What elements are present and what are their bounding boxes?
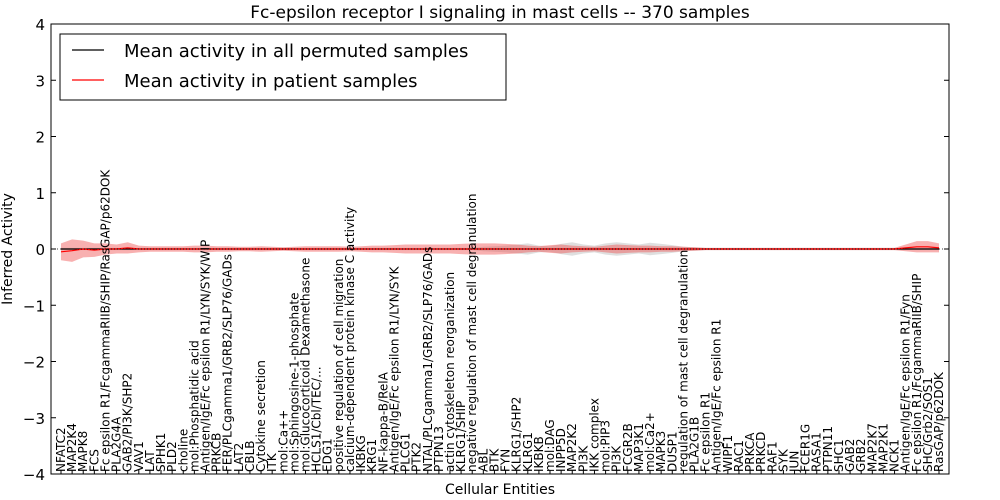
x-tick-label: positive regulation of cell migration <box>332 259 346 472</box>
x-tick-label: LAT2 <box>232 443 246 472</box>
x-tick-label: negative regulation of mast cell degranu… <box>465 193 479 472</box>
x-tick-label: ABL <box>476 449 490 472</box>
x-tick-label: IKBKG <box>354 435 368 472</box>
x-tick-label: mol:PIP3 <box>599 420 613 472</box>
legend: Mean activity in all permuted samples Me… <box>59 33 507 101</box>
x-tick-label: KLRG1/SHIP <box>454 401 468 472</box>
x-tick-label: Antigen/IgE/Fc epsilon R1/Fyn <box>899 294 913 472</box>
x-tick-label: KRG1 <box>365 439 379 472</box>
legend-box <box>59 33 507 101</box>
x-tick-label: Cytokine secretion <box>254 360 268 472</box>
x-tick-label: Antigen/IgE/Fc epsilon R1/LYN/SYK <box>387 265 401 472</box>
x-tick-label: INPP5D <box>554 428 568 472</box>
x-tick-label: RAF1 <box>765 441 779 472</box>
x-tick-label: MAP2K2 <box>565 423 579 472</box>
x-tick-label: NCK1 <box>888 439 902 472</box>
x-tick-label: PRKCB <box>210 433 224 472</box>
y-tick-label: −1 <box>23 297 45 315</box>
x-tick-label: MAPK8 <box>76 431 90 472</box>
x-tick-label: KLRG1 <box>521 432 535 472</box>
x-tick-label: Antigen/IgE/Fc epsilon R1/LYN/SYK/WIP <box>199 240 213 472</box>
x-tick-label: MAP3K1 <box>632 423 646 472</box>
x-tick-label: PRKCD <box>754 432 768 472</box>
x-tick-label: GAB2/PI3K/SHP2 <box>121 373 135 472</box>
x-tick-label: NF-kappa-B/RelA <box>376 371 390 472</box>
chart-title: Fc-epsilon receptor I signaling in mast … <box>250 3 750 23</box>
x-tick-label: GAB2 <box>843 439 857 472</box>
x-tick-label: FYN <box>499 449 513 472</box>
y-axis-label: Inferred Activity <box>0 193 16 305</box>
x-tick-label: SPHK1 <box>154 433 168 472</box>
x-tick-label: MAP2K7 <box>865 423 879 472</box>
x-tick-label: Fc epsilon R1 <box>699 392 713 472</box>
x-tick-label: BTK <box>487 447 501 472</box>
x-tick-label: NTAL/PLCgamma1/GRB2/SLP76/GADs <box>421 247 435 472</box>
x-tick-label: PLD2 <box>165 441 179 472</box>
x-tick-label: Fc epsilon R1/FcgammaRIIB/SHIP/RasGAP/p6… <box>99 169 113 472</box>
x-tick-label: FCGR2B <box>621 423 635 472</box>
x-tick-label: EDG1 <box>321 438 335 472</box>
x-tick-label: IKBKB <box>532 436 546 472</box>
x-tick-label: GRB2 <box>854 438 868 472</box>
y-tick-label: −2 <box>23 354 45 372</box>
y-tick-label: 1 <box>35 185 45 203</box>
x-tick-label: JUN <box>788 451 802 473</box>
band-series-1 <box>61 239 939 262</box>
x-tick-label: PTPN13 <box>432 426 446 472</box>
x-tick-label: mol:Ca++ <box>276 410 290 472</box>
x-tick-label: calcium-dependent protein kinase C activ… <box>343 207 357 472</box>
x-tick-label: mol:Sphingosine-1-phosphate <box>287 293 301 473</box>
x-tick-label: KLRG1/SHP2 <box>510 397 524 472</box>
x-tick-label: PI3K <box>610 445 624 472</box>
y-tick-label: 4 <box>35 16 45 34</box>
y-tick-label: −4 <box>23 466 45 484</box>
x-tick-label: PRKCA <box>743 432 757 472</box>
legend-label-permuted: Mean activity in all permuted samples <box>124 41 468 62</box>
x-tick-label: MAP2K1 <box>876 423 890 472</box>
x-tick-label: PLA2G1B <box>688 417 702 472</box>
x-tick-label: mol:Glucocorticoid Dexamethasone <box>299 258 313 472</box>
x-tick-label: FCS <box>87 449 101 472</box>
x-tick-label: Fc epsilon R1/FcgammaRIIB/SHIP <box>910 274 924 472</box>
x-tick-label: RASA1 <box>810 432 824 472</box>
x-tick-label: RAC1 <box>732 440 746 472</box>
y-tick-label: 2 <box>35 129 45 147</box>
x-tick-label: CBLB <box>243 440 257 472</box>
x-tick-label: actin cytoskeleton reorganization <box>443 272 457 472</box>
x-tick-label: regulation of mast cell degranulation <box>676 250 690 472</box>
x-tick-label: DUSP1 <box>665 431 679 472</box>
x-tick-label: FCER1G <box>799 424 813 472</box>
x-tick-label: IKK complex <box>588 398 602 472</box>
x-tick-label: WIPF1 <box>721 435 735 472</box>
x-tick-label: RasGAP/p62DOK <box>932 371 946 472</box>
x-tick-label: HCLS1/Cbl/TEC/... <box>310 366 324 472</box>
x-tick-label: FER/PLCgamma1/GRB2/SLP76/GADs <box>221 254 235 472</box>
legend-label-patient: Mean activity in patient samples <box>124 71 418 92</box>
y-tick-label: 0 <box>35 241 45 259</box>
x-tick-label: PI3K <box>576 445 590 472</box>
x-tick-label: Antigen/IgE/Fc epsilon R1 <box>710 319 724 472</box>
x-tick-label: VAV1 <box>132 441 146 472</box>
x-tick-label: mol:Phosphatidic acid <box>187 340 201 472</box>
x-tick-label: MAP2K4 <box>65 423 79 472</box>
x-tick-label: PTK2 <box>410 442 424 472</box>
x-tick-label: LAT <box>143 450 157 472</box>
x-tick-label: PLA2G4A <box>110 416 124 472</box>
y-tick-label: 3 <box>35 72 45 90</box>
x-tick-label: SHC1 <box>832 439 846 472</box>
y-tick-label: −3 <box>23 410 45 428</box>
x-tick-label: ITK <box>265 452 279 472</box>
x-tick-label: mol:DAG <box>543 419 557 472</box>
x-tick-label: NFATC2 <box>54 427 68 472</box>
x-tick-label: PTPN11 <box>821 426 835 472</box>
x-tick-label: SYK <box>776 448 790 472</box>
x-tick-label: mol:Ca2+ <box>643 412 657 472</box>
x-tick-label: MAPK3 <box>654 431 668 472</box>
x-tick-label: SHC/Grb2/SOS1 <box>921 377 935 472</box>
x-tick-label: PLCG1 <box>399 433 413 472</box>
x-tick-label: choline <box>176 429 190 472</box>
x-axis-label: Cellular Entities <box>445 482 555 498</box>
